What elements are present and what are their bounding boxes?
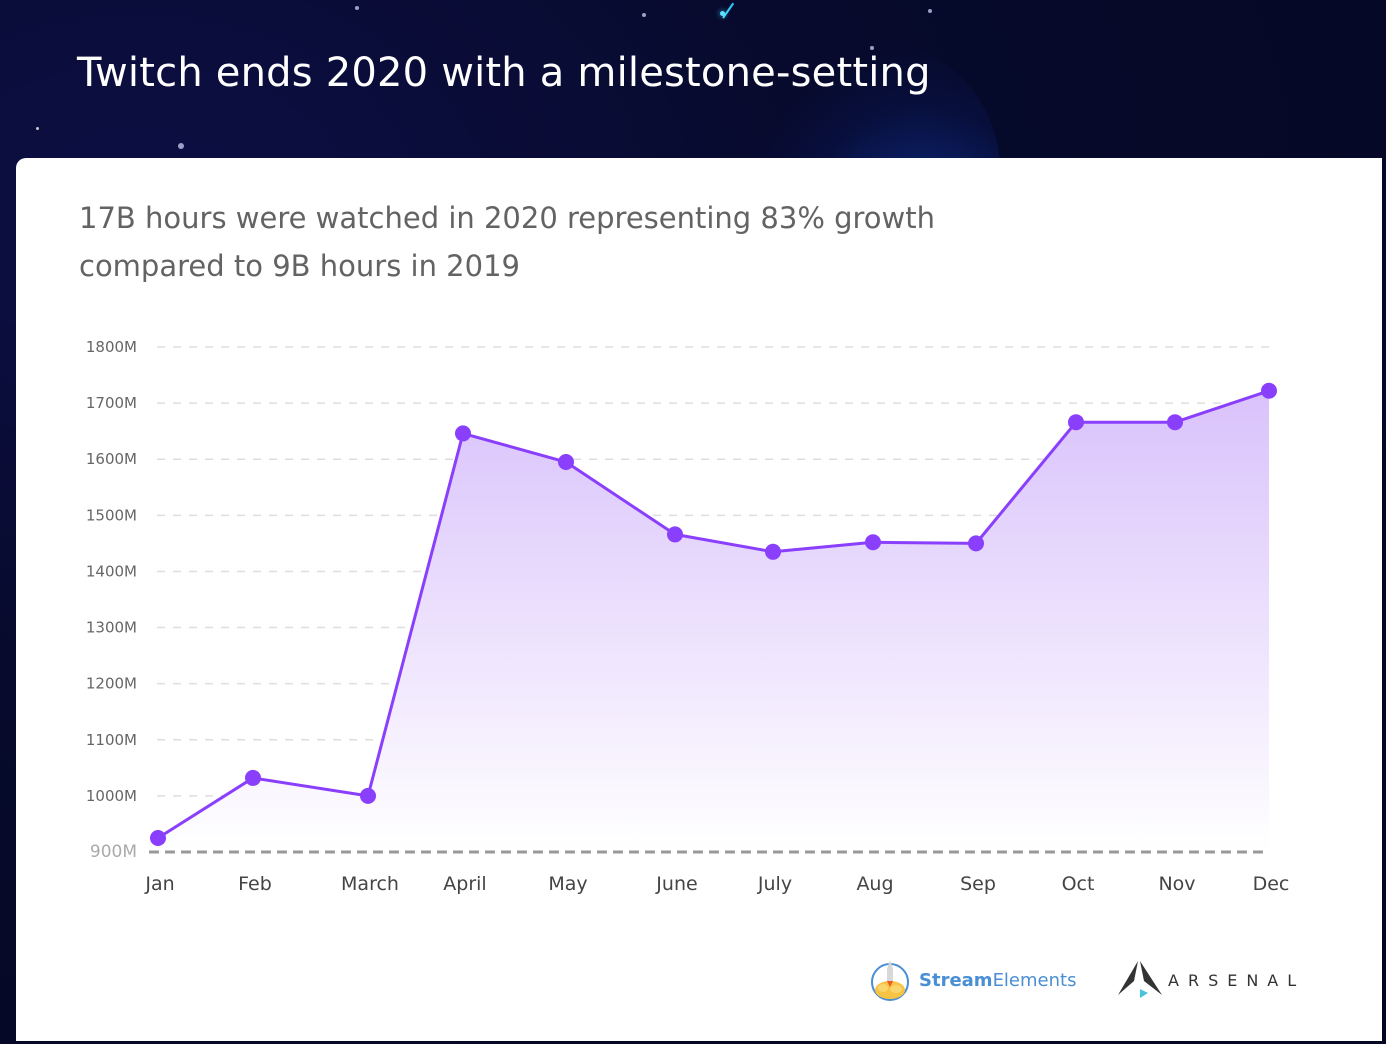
x-tick-label: April	[443, 873, 486, 895]
y-tick-label: 1600M	[86, 450, 137, 468]
rocket-icon	[871, 960, 909, 1001]
line-chart: 900M 1000M 1100M 1200M 1300M 1400M 1500M 1600M 1…	[86, 338, 1290, 895]
data-points	[150, 382, 1277, 846]
streamelements-logo: StreamElements	[869, 955, 1076, 1005]
chart-subtitle: 17B hours were watched in 2020 represent…	[79, 201, 936, 283]
y-tick-label: 1200M	[86, 675, 137, 693]
x-tick-label: June	[655, 873, 697, 895]
series-line	[157, 389, 1270, 840]
arsenal-wordmark: ARSENAL	[1168, 970, 1306, 990]
x-tick-label: Jan	[144, 873, 174, 895]
x-tick-label: Nov	[1158, 873, 1195, 895]
data-point-jan[interactable]	[150, 829, 166, 846]
star	[36, 127, 39, 130]
y-tick-label: 1800M	[86, 338, 137, 356]
data-point-march[interactable]	[360, 787, 376, 804]
y-tick-label: 1300M	[86, 619, 137, 637]
y-axis-labels: 900M 1000M 1100M 1200M 1300M 1400M 1500M 1600M 1…	[86, 338, 137, 862]
data-point-nov[interactable]	[1167, 414, 1183, 431]
chart-card: 17B hours were watched in 2020 represent…	[16, 158, 1382, 1041]
data-point-may[interactable]	[558, 454, 574, 471]
y-tick-label: 1100M	[86, 731, 137, 749]
x-axis-labels: Jan Feb March April May June July Aug Sep Oct Nov D…	[144, 873, 1289, 895]
x-tick-label: July	[757, 873, 792, 895]
page-title: Twitch ends 2020 with a milestone-settin…	[77, 50, 931, 96]
data-point-oct[interactable]	[1068, 414, 1084, 431]
arsenal-logo: ARSENAL	[1116, 955, 1305, 1005]
x-tick-label: Aug	[856, 873, 893, 895]
data-point-july[interactable]	[765, 543, 781, 560]
y-tick-label: 1000M	[86, 787, 137, 805]
streamelements-wordmark: StreamElements	[919, 969, 1077, 991]
x-tick-label: March	[341, 873, 399, 895]
y-tick-label: 1500M	[86, 506, 137, 524]
star	[928, 9, 932, 13]
star	[178, 143, 184, 149]
area-fill	[158, 390, 1269, 852]
data-point-april[interactable]	[455, 425, 471, 442]
arsenal-icon	[1118, 961, 1162, 998]
data-point-june[interactable]	[667, 526, 683, 543]
y-tick-label: 900M	[90, 842, 137, 862]
data-point-sep[interactable]	[968, 535, 984, 552]
y-tick-label: 1700M	[86, 394, 137, 412]
sponsor-logos: StreamElements ARSENAL	[866, 955, 1306, 1015]
x-tick-label: Feb	[238, 873, 272, 895]
star	[355, 6, 359, 10]
x-tick-label: Dec	[1253, 873, 1290, 895]
x-tick-label: Oct	[1062, 873, 1095, 895]
y-tick-label: 1400M	[86, 562, 137, 580]
data-point-feb[interactable]	[245, 769, 261, 786]
data-point-dec[interactable]	[1261, 382, 1277, 399]
shooting-star-head	[720, 11, 725, 16]
star	[642, 13, 646, 17]
data-point-aug[interactable]	[865, 534, 881, 551]
x-tick-label: Sep	[960, 873, 996, 895]
star	[870, 46, 874, 50]
x-tick-label: May	[548, 873, 587, 895]
